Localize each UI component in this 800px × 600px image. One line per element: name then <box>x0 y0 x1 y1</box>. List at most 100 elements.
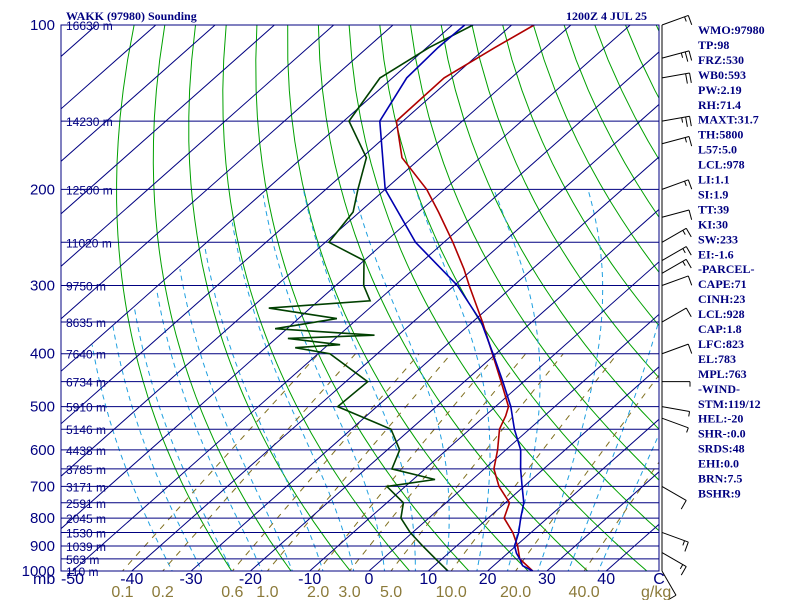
wind-barb-flag <box>685 228 692 238</box>
isotherm-line <box>61 25 335 267</box>
dry-adiabat-line <box>188 25 351 571</box>
dry-adiabat-line <box>317 25 589 571</box>
wind-barb-flag <box>688 209 693 220</box>
wind-barb-half <box>682 230 686 235</box>
index-value: EHI:0.0 <box>698 457 739 471</box>
height-label: 9750 m <box>66 280 106 294</box>
mixing-ratio-line <box>266 353 452 571</box>
dry-adiabat-line <box>563 25 659 218</box>
moist-adiabat-line <box>415 189 491 571</box>
mixing-ratio-unit-label: g/kg <box>641 584 671 600</box>
wind-barb-flag <box>689 116 692 127</box>
pressure-tick-label: 300 <box>30 278 55 295</box>
wind-barb <box>661 307 692 323</box>
mixing-ratio-tick-label: 40.0 <box>569 584 600 600</box>
temperature-tick-label: 0 <box>365 571 374 588</box>
mixing-ratio-line <box>162 353 356 571</box>
height-label: 5910 m <box>66 401 106 415</box>
pressure-tick-label: 400 <box>30 346 55 363</box>
wind-barb-staff <box>661 115 690 122</box>
index-value: FRZ:530 <box>698 53 744 67</box>
wind-barb-flag <box>688 136 693 147</box>
mixing-ratio-tick-label: 2.0 <box>307 584 329 600</box>
index-value: LI:1.1 <box>698 173 730 187</box>
wind-barbs <box>661 14 693 600</box>
pressure-unit-label: mb <box>33 571 55 588</box>
height-label: 3171 m <box>66 480 106 494</box>
isotherms <box>61 25 659 571</box>
wind-barb-staff <box>661 417 689 429</box>
wind-barb-staff <box>661 552 687 567</box>
pressure-tick-label: 700 <box>30 478 55 495</box>
wind-barb-flag <box>687 179 693 190</box>
wind-barb-staff <box>661 307 687 323</box>
wind-barb-staff <box>661 50 690 59</box>
temperature-tick-label: -20 <box>239 571 262 588</box>
index-value: MPL:763 <box>698 367 747 381</box>
profile-series <box>268 25 535 571</box>
height-label: 2045 m <box>66 512 106 526</box>
moist-adiabat-line <box>262 195 386 571</box>
wind-barb <box>661 258 692 274</box>
index-value: -PARCEL- <box>698 262 754 276</box>
mixing-ratio-tick-label: 10.0 <box>436 584 467 600</box>
temperature-tick-label: -30 <box>180 571 203 588</box>
mixing-ratio-tick-label: 5.0 <box>380 584 402 600</box>
mixing-ratio-tick-label: 0.1 <box>111 584 133 600</box>
dry-adiabat-line <box>532 25 659 273</box>
moist-adiabat-line <box>133 308 233 571</box>
mixing-ratio-line <box>348 353 527 571</box>
mixing-ratio-line <box>450 353 618 571</box>
isotherm-line <box>368 313 659 571</box>
isotherm-line <box>546 471 659 571</box>
pressure-tick-label: 200 <box>30 181 55 198</box>
temperature-tick-label: 30 <box>538 571 556 588</box>
dry-adiabat-line <box>502 25 659 327</box>
mixing-ratio-tick-label: 0.2 <box>152 584 174 600</box>
wind-barb <box>661 50 693 62</box>
wind-barb-staff <box>661 72 690 79</box>
isotherm-line <box>61 25 394 320</box>
index-value: HEL:-20 <box>698 412 743 426</box>
pressure-tick-label: 100 <box>30 17 55 34</box>
index-value: LCL:978 <box>698 158 745 172</box>
dry-adiabat-line <box>779 25 800 583</box>
moist-adiabat-line <box>204 246 324 571</box>
index-value: WB0:593 <box>698 68 746 82</box>
moist-adiabat-line <box>352 189 450 571</box>
temperature-tick-label: -10 <box>298 571 321 588</box>
pressure-tick-label: 1000 <box>22 563 55 580</box>
index-value: EL:783 <box>698 352 736 366</box>
wind-barb-staff <box>661 179 689 190</box>
wind-barb-half <box>684 180 687 187</box>
isotherm-line <box>427 366 659 571</box>
wind-barb <box>662 381 691 387</box>
mixing-ratio-line <box>317 353 498 571</box>
wind-barb-half <box>682 248 686 254</box>
height-label: 5146 m <box>66 423 106 437</box>
index-value: TH:5800 <box>698 128 743 142</box>
isotherm-line <box>131 103 659 571</box>
wind-barb-half <box>682 261 686 266</box>
index-value: TT:39 <box>698 202 729 216</box>
mixing-ratio-line <box>390 353 564 571</box>
wind-barb-half <box>688 411 691 417</box>
dry-adiabat-line <box>440 25 659 430</box>
pressure-tick-label: 800 <box>30 510 55 527</box>
isotherm-line <box>190 156 659 571</box>
height-label: 110 m <box>66 565 98 579</box>
wind-barb-flag <box>680 566 687 576</box>
wind-barb-half <box>681 117 684 123</box>
moist-adiabat-line <box>597 433 659 571</box>
index-value: CAP:1.8 <box>698 322 742 336</box>
chart-title: WAKK (97980) Sounding <box>66 9 197 23</box>
wind-barb-staff <box>661 485 687 501</box>
wind-barb-staff <box>661 531 689 543</box>
index-value: RH:71.4 <box>698 98 741 112</box>
pressure-tick-label: 600 <box>30 442 55 459</box>
isotherm-line <box>61 25 631 530</box>
wind-barb-staff <box>661 14 689 26</box>
index-value: -WIND- <box>698 382 740 396</box>
